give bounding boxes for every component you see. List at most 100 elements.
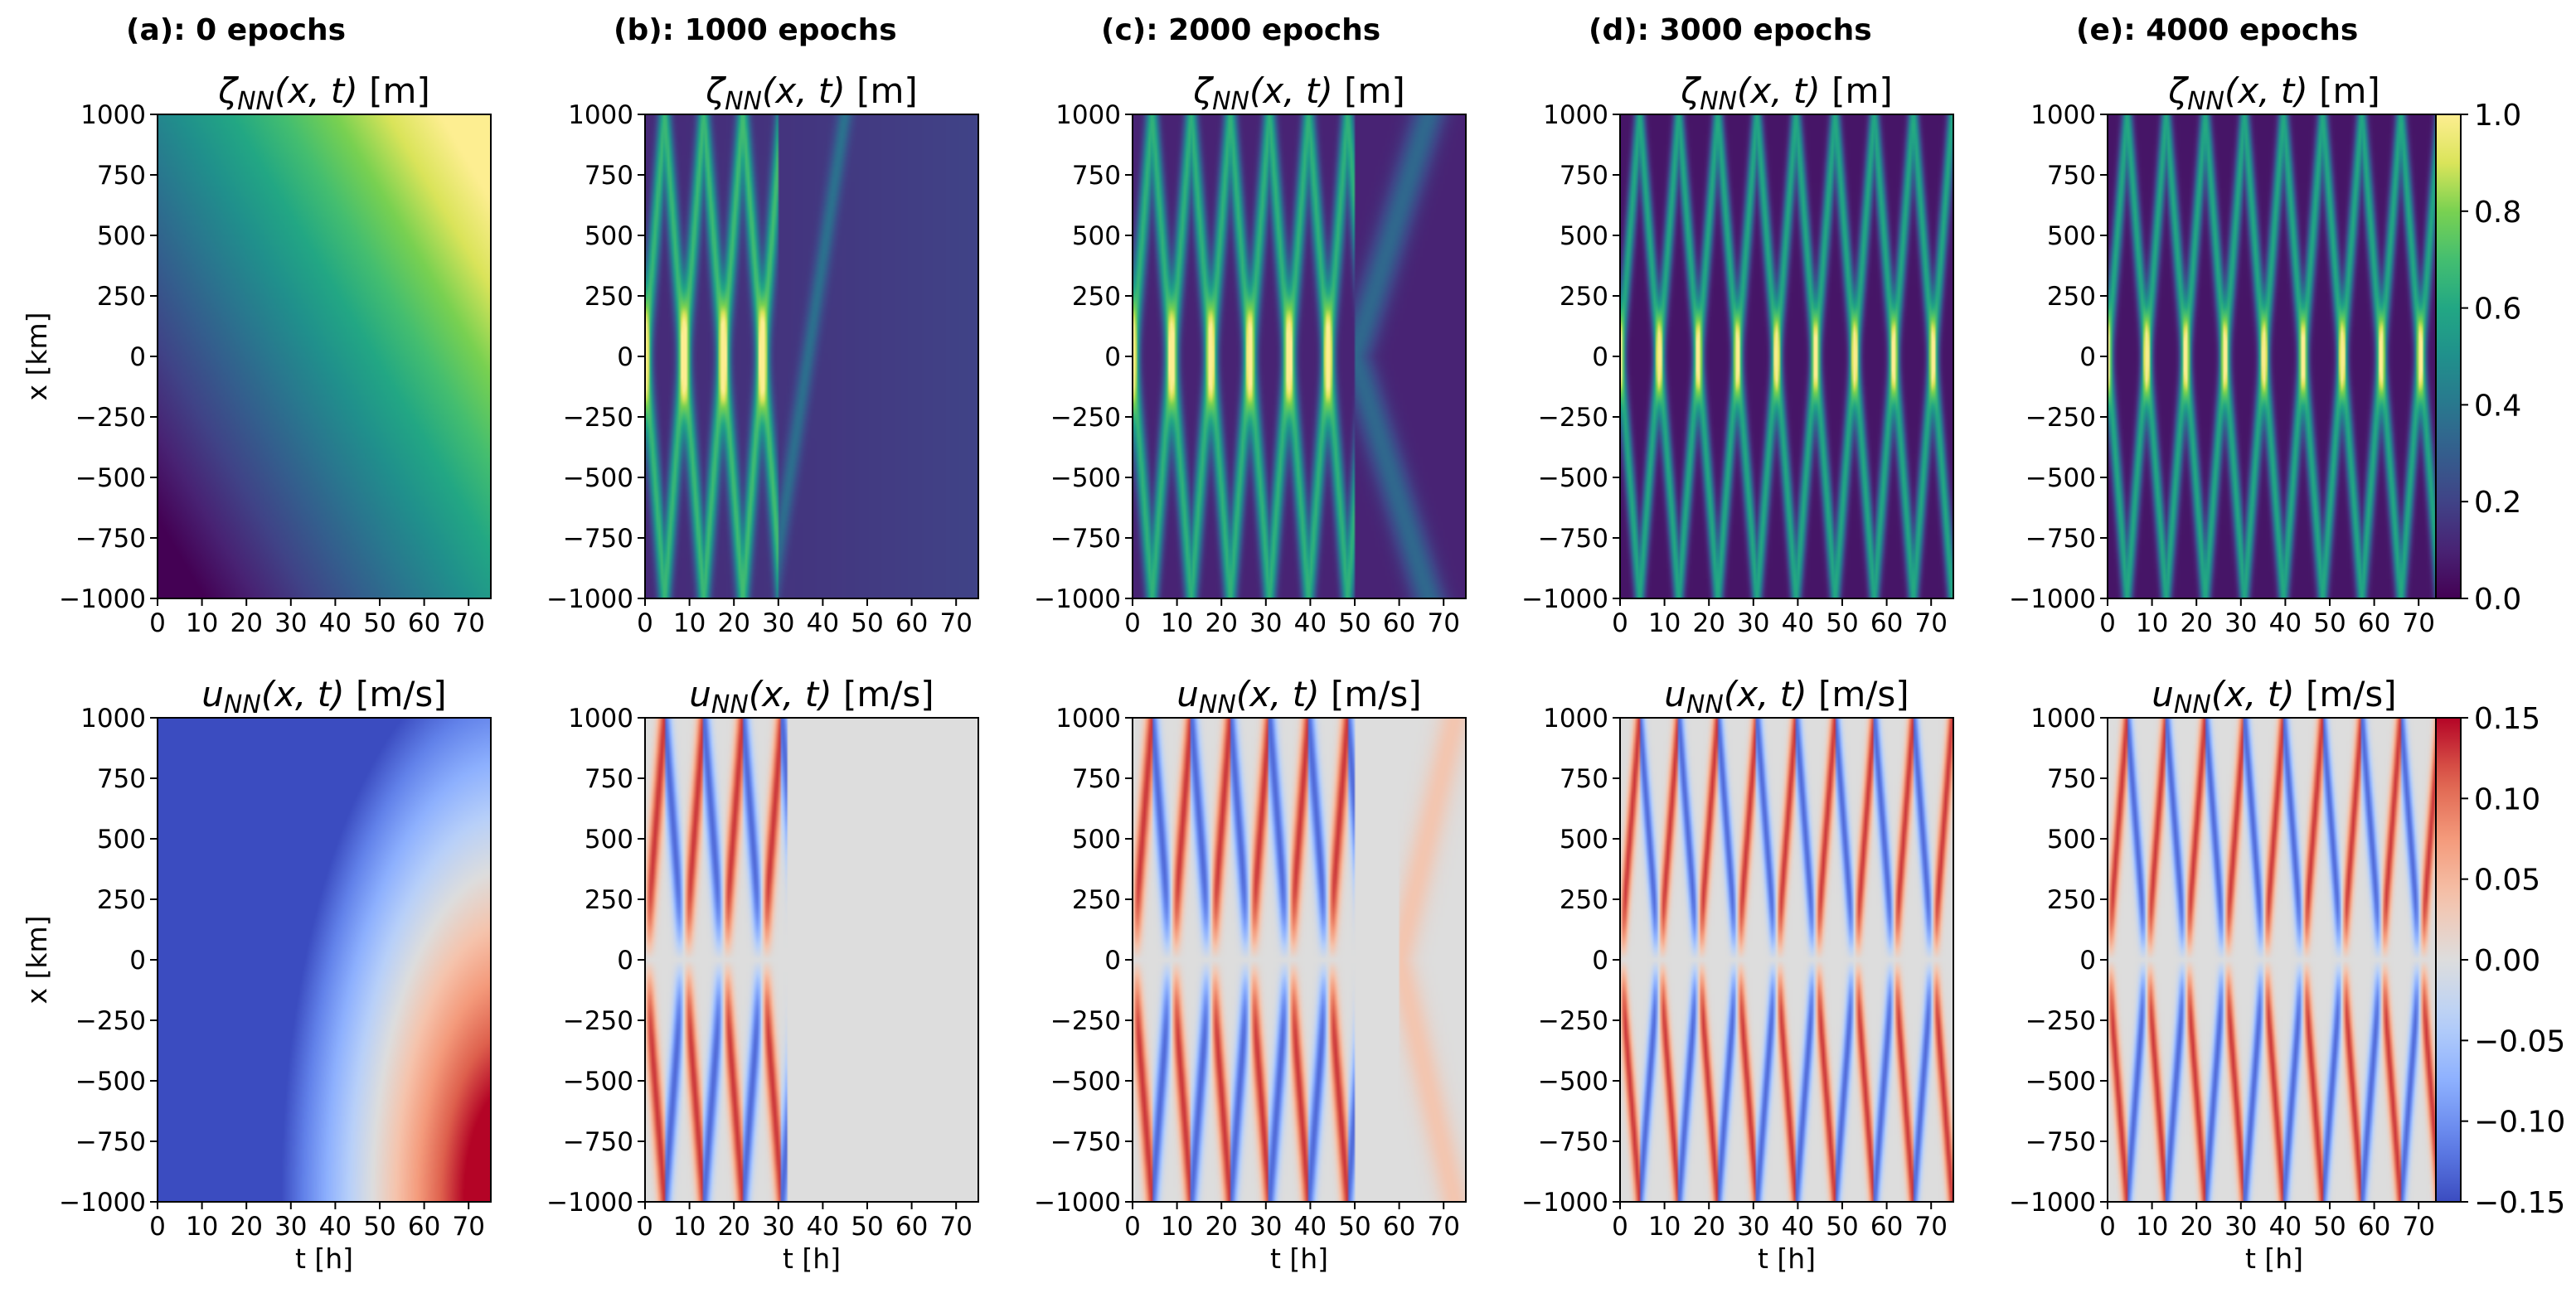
heatmap-panel-zeta-3: 0 10 20 30 40 50 60 70 −1000 −750 −500 −250 0 250 500 7…	[1521, 100, 1954, 638]
heatmap-panel-u-0: 0 10 20 30 40 50 60 70 −1000 −750 −500 −250 0 250 500 7…	[21, 704, 492, 1275]
y-tick-label: −1000	[2009, 1188, 2096, 1218]
y-tick-label: 750	[2047, 764, 2096, 794]
y-tick-label: 500	[585, 825, 633, 855]
y-tick-label: −1000	[546, 1188, 633, 1218]
x-tick-label: 20	[1205, 1212, 1237, 1242]
x-tick-label: 10	[2136, 1212, 2168, 1242]
x-tick-label: 30	[2224, 1212, 2257, 1242]
y-tick-label: −750	[75, 1127, 146, 1157]
column-title-1: (b): 1000 epochs	[614, 13, 897, 47]
x-tick-label: 0	[2099, 608, 2116, 638]
panel-title: uNN(x, t) [m/s]	[2152, 674, 2396, 719]
x-tick-label: 50	[851, 608, 883, 638]
x-tick-label: 50	[1826, 1212, 1858, 1242]
y-tick-label: −1000	[2009, 584, 2096, 614]
colorbar-tick-label: −0.05	[2474, 1024, 2565, 1058]
y-tick-label: 0	[2079, 342, 2096, 372]
y-tick-label: −500	[1050, 463, 1121, 493]
x-tick-label: 0	[637, 1212, 653, 1242]
x-tick-label: 60	[895, 608, 928, 638]
y-tick-label: 0	[129, 946, 146, 976]
x-axis-label: t [h]	[2245, 1242, 2303, 1275]
y-tick-label: 500	[1560, 825, 1608, 855]
x-tick-label: 50	[1338, 1212, 1370, 1242]
heatmap-image	[1133, 718, 1466, 1202]
y-tick-label: 1000	[80, 100, 146, 130]
y-tick-label: 250	[1072, 282, 1121, 312]
panel-title-text: uNN(x, t) [m/s]	[1664, 674, 1909, 719]
heatmap-panel-u-3: 0 10 20 30 40 50 60 70 −1000 −750 −500 −250 0 250 500 7…	[1521, 704, 1954, 1275]
x-tick-label: 30	[274, 608, 307, 638]
x-tick-label: 30	[274, 1212, 307, 1242]
x-tick-label: 40	[1782, 608, 1814, 638]
y-tick-label: −1000	[546, 584, 633, 614]
y-tick-label: −500	[1538, 1067, 1608, 1097]
y-tick-label: −750	[75, 524, 146, 554]
x-tick-label: 20	[2180, 608, 2212, 638]
colorbar-tick-label: −0.10	[2474, 1106, 2565, 1140]
x-tick-label: 10	[673, 608, 706, 638]
panel-title-text: uNN(x, t) [m/s]	[201, 674, 446, 719]
panel-title-text: uNN(x, t) [m/s]	[689, 674, 934, 719]
y-tick-label: 750	[97, 764, 146, 794]
y-tick-label: −1000	[1034, 584, 1121, 614]
x-tick-label: 40	[807, 608, 839, 638]
y-tick-label: 500	[2047, 825, 2096, 855]
y-tick-label: 250	[1072, 885, 1121, 915]
panel-title-text: ζNN(x, t) [m]	[217, 70, 430, 116]
y-tick-label: 0	[2079, 946, 2096, 976]
x-tick-label: 70	[2402, 608, 2434, 638]
colorbar-tick-label: 0.10	[2474, 782, 2540, 816]
x-tick-label: 10	[1161, 608, 1193, 638]
x-tick-label: 20	[1692, 1212, 1725, 1242]
x-tick-label: 0	[1124, 608, 1141, 638]
panel-title: uNN(x, t) [m/s]	[689, 674, 934, 719]
colorbar-bar	[2435, 114, 2462, 599]
colorbar-tick-label: −0.15	[2474, 1186, 2565, 1220]
colorbar-tick-label: 0.8	[2474, 196, 2521, 230]
x-tick-label: 0	[1124, 1212, 1141, 1242]
x-tick-label: 70	[1914, 608, 1947, 638]
y-tick-label: 500	[97, 221, 146, 251]
y-tick-label: −1000	[1521, 584, 1608, 614]
x-tick-label: 50	[363, 608, 395, 638]
column-title-3: (d): 3000 epochs	[1589, 13, 1872, 47]
y-tick-label: 750	[1072, 764, 1121, 794]
colorbar-tick-label: 0.4	[2474, 389, 2521, 423]
x-tick-label: 60	[895, 1212, 928, 1242]
x-tick-label: 20	[2180, 1212, 2212, 1242]
y-tick-label: −500	[1050, 1067, 1121, 1097]
y-tick-label: 1000	[568, 704, 633, 734]
colorbar-u: −0.15 −0.10 −0.05 0.00 0.05 0.10 0.15	[2435, 702, 2565, 1220]
panel-title: uNN(x, t) [m/s]	[1176, 674, 1421, 719]
x-tick-label: 0	[1612, 1212, 1628, 1242]
y-tick-label: 1000	[2030, 704, 2096, 734]
heatmap-panel-u-1: 0 10 20 30 40 50 60 70 −1000 −750 −500 −250 0 250 500 7…	[546, 704, 979, 1275]
x-tick-label: 40	[2269, 608, 2302, 638]
heatmap-panel-zeta-0: 0 10 20 30 40 50 60 70 −1000 −750 −500 −250 0 250 500 7…	[21, 100, 492, 638]
y-tick-label: −1000	[59, 584, 146, 614]
y-tick-label: 1000	[1543, 100, 1608, 130]
x-tick-label: 0	[637, 608, 653, 638]
y-tick-label: −500	[563, 1067, 633, 1097]
y-tick-label: 500	[97, 825, 146, 855]
x-tick-label: 20	[1692, 608, 1725, 638]
y-tick-label: 0	[1592, 342, 1608, 372]
heatmap-panel-zeta-1: 0 10 20 30 40 50 60 70 −1000 −750 −500 −250 0 250 500 7…	[546, 100, 979, 638]
heatmap-panel-u-4: 0 10 20 30 40 50 60 70 −1000 −750 −500 −250 0 250 500 7…	[2009, 704, 2442, 1275]
y-tick-label: −1000	[1521, 1188, 1608, 1218]
x-tick-label: 70	[1427, 608, 1459, 638]
panel-title: ζNN(x, t) [m]	[1192, 70, 1405, 116]
colorbar-tick-label: 0.15	[2474, 702, 2540, 736]
y-tick-label: −750	[1538, 1127, 1608, 1157]
x-tick-label: 50	[2313, 608, 2346, 638]
y-tick-label: 250	[585, 282, 633, 312]
x-axis-label: t [h]	[295, 1242, 353, 1275]
panel-title: ζNN(x, t) [m]	[705, 70, 918, 116]
y-tick-label: 0	[1592, 946, 1608, 976]
y-tick-label: 500	[585, 221, 633, 251]
x-tick-label: 60	[1383, 608, 1415, 638]
y-axis-label: x [km]	[21, 312, 53, 400]
y-tick-label: 250	[97, 885, 146, 915]
